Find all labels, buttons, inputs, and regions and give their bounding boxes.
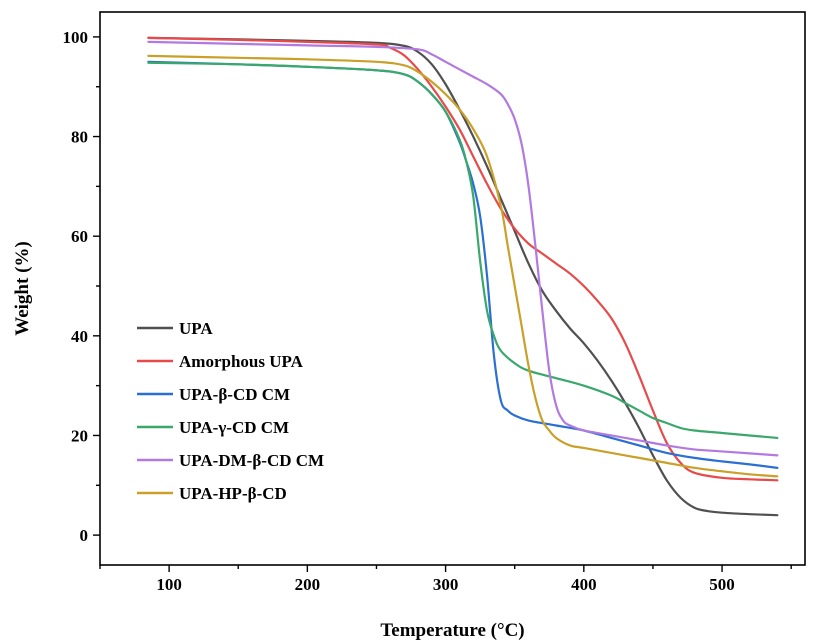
x-tick-label: 100 xyxy=(156,575,182,594)
y-tick-label: 20 xyxy=(71,426,88,445)
legend-label: Amorphous UPA xyxy=(179,352,304,371)
series-layer xyxy=(148,38,777,515)
legend-label: UPA-γ-CD CM xyxy=(179,418,289,437)
x-tick-label: 400 xyxy=(571,575,597,594)
series-line-4 xyxy=(148,63,777,438)
series-line-3 xyxy=(148,62,777,468)
x-tick-label: 500 xyxy=(709,575,735,594)
y-axis: 0 20 40 60 80 100 xyxy=(63,28,101,545)
y-tick-label: 80 xyxy=(71,128,88,147)
legend-label: UPA-DM-β-CD CM xyxy=(179,451,324,470)
legend-label: UPA-HP-β-CD xyxy=(179,484,287,503)
series-line-2 xyxy=(148,38,777,480)
y-axis-title: Weight (%) xyxy=(12,241,33,335)
series-line-6 xyxy=(148,56,777,476)
y-tick-label: 100 xyxy=(63,28,89,47)
y-tick-label: 0 xyxy=(80,526,89,545)
legend-label: UPA-β-CD CM xyxy=(179,385,290,404)
x-axis-title: Temperature (°C) xyxy=(380,620,524,641)
y-tick-label: 60 xyxy=(71,227,88,246)
x-tick-label: 300 xyxy=(433,575,459,594)
x-tick-label: 200 xyxy=(295,575,321,594)
legend-label: UPA xyxy=(179,319,213,338)
legend: UPA Amorphous UPA UPA-β-CD CM UPA-γ-CD CM UP… xyxy=(137,319,324,503)
series-line-1 xyxy=(148,38,777,515)
y-tick-label: 40 xyxy=(71,327,88,346)
x-axis: 100 200 300 400 500 xyxy=(100,565,791,594)
